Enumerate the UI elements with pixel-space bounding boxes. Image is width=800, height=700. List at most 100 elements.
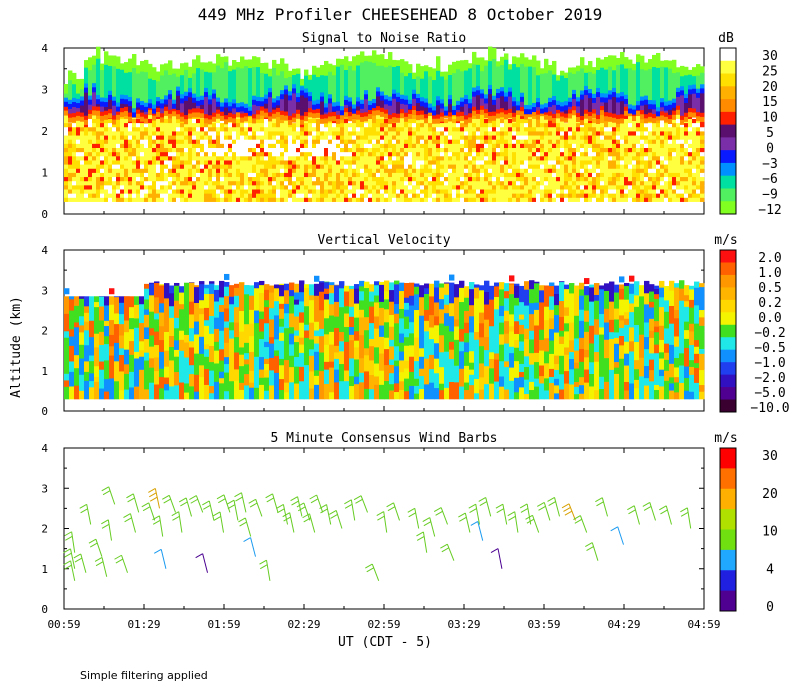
snr-cell — [496, 160, 501, 165]
snr-cell — [516, 193, 521, 198]
velocity-cell — [134, 327, 140, 340]
velocity-cell — [269, 336, 275, 344]
snr-cell — [76, 168, 81, 173]
velocity-cell — [224, 342, 230, 358]
snr-cell — [108, 155, 113, 161]
snr-cell — [556, 80, 561, 101]
snr-cell — [96, 189, 101, 194]
snr-cell — [652, 122, 657, 128]
snr-cell — [324, 151, 329, 157]
snr-cell — [140, 164, 145, 169]
snr-cell — [660, 189, 665, 194]
snr-cell — [636, 122, 641, 128]
snr-cell — [196, 151, 201, 157]
snr-cell — [524, 57, 529, 67]
snr-cell — [588, 168, 593, 173]
snr-cell — [204, 87, 209, 93]
snr-cell — [216, 168, 221, 173]
snr-cell — [80, 122, 85, 128]
snr-cell — [596, 172, 601, 178]
snr-cell — [448, 184, 453, 190]
snr-cell — [672, 102, 677, 108]
snr-cell — [164, 155, 169, 161]
snr-cell — [204, 172, 209, 178]
snr-cell — [576, 193, 581, 198]
snr-cell — [312, 104, 317, 110]
snr-cell — [92, 86, 97, 93]
snr-cell — [168, 193, 173, 198]
snr-cell — [184, 164, 189, 169]
snr-cell — [200, 172, 205, 178]
snr-cell — [140, 160, 145, 165]
snr-cell — [524, 114, 529, 120]
snr-cell — [420, 110, 425, 115]
velocity-cell — [194, 286, 200, 303]
snr-cell — [420, 151, 425, 157]
snr-cell — [496, 92, 501, 99]
snr-cell — [484, 122, 489, 128]
snr-cell — [240, 122, 245, 128]
snr-cell — [584, 135, 589, 140]
snr-cell — [228, 70, 233, 103]
snr-cell — [664, 122, 669, 128]
snr-cell — [632, 122, 637, 128]
velocity-cell — [64, 366, 70, 374]
snr-cell — [504, 172, 509, 178]
snr-cell — [212, 131, 217, 136]
snr-cell — [116, 172, 121, 178]
snr-cell — [556, 189, 561, 194]
snr-cell — [400, 151, 405, 157]
snr-cell — [160, 64, 165, 76]
snr-cell — [464, 114, 469, 120]
velocity-cell — [269, 369, 275, 386]
snr-cell — [532, 131, 537, 136]
snr-cell — [604, 193, 609, 198]
snr-cell — [584, 72, 589, 86]
snr-cell — [160, 147, 165, 153]
snr-cell — [140, 168, 145, 173]
snr-cell — [128, 164, 133, 169]
colorbar-swatch — [720, 287, 736, 301]
snr-cell — [220, 184, 225, 190]
velocity-cell — [184, 357, 190, 376]
snr-cell — [136, 184, 141, 190]
snr-cell — [480, 151, 485, 157]
snr-cell — [400, 189, 405, 194]
velocity-cell — [289, 289, 295, 297]
snr-cell — [680, 155, 685, 161]
snr-cell — [280, 89, 285, 95]
snr-cell — [136, 180, 141, 186]
snr-cell — [628, 143, 633, 148]
snr-cell — [608, 99, 613, 113]
snr-cell — [548, 143, 553, 148]
snr-cell — [416, 160, 421, 165]
snr-cell — [424, 98, 429, 103]
snr-cell — [64, 118, 69, 124]
snr-cell — [688, 151, 693, 157]
snr-cell — [176, 86, 181, 91]
snr-cell — [148, 126, 153, 132]
snr-cell — [544, 172, 549, 178]
velocity-cell — [184, 316, 190, 327]
snr-cell — [564, 176, 569, 182]
snr-cell — [228, 131, 233, 136]
velocity-cell — [234, 287, 240, 296]
snr-cell — [512, 122, 517, 128]
snr-cell — [260, 114, 265, 119]
snr-cell — [636, 100, 641, 106]
snr-cell — [632, 172, 637, 178]
velocity-cell — [234, 283, 240, 288]
snr-cell — [560, 101, 565, 107]
snr-cell — [132, 176, 137, 182]
snr-cell — [700, 184, 705, 190]
snr-cell — [556, 122, 561, 128]
snr-cell — [248, 67, 253, 107]
colorbar-swatch — [720, 99, 736, 113]
snr-cell — [416, 172, 421, 178]
snr-cell — [392, 193, 397, 198]
snr-heatmap — [64, 46, 705, 202]
snr-cell — [252, 131, 257, 136]
snr-cell — [584, 65, 589, 73]
snr-cell — [664, 101, 669, 106]
snr-cell — [536, 135, 541, 140]
